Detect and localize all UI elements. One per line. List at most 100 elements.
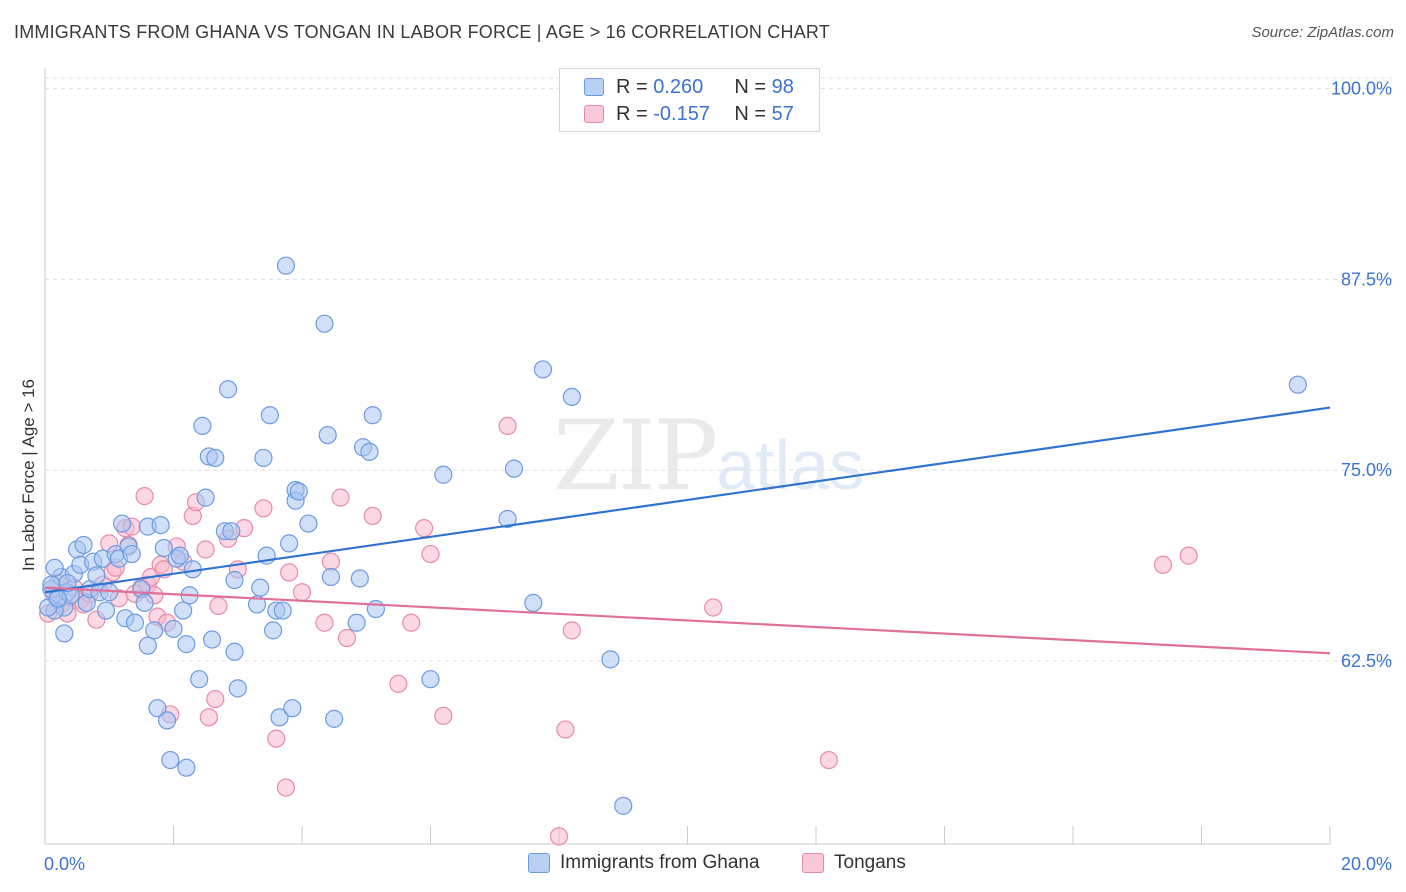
tongan-point [254, 499, 273, 518]
y-tick-label: 75.0% [1341, 460, 1392, 480]
tongan-point [556, 720, 575, 739]
ghana-point [524, 593, 543, 613]
ghana-point [350, 569, 369, 588]
legend-row-tongan: R = -0.157 N = 57 [584, 103, 794, 125]
ghana-point [174, 601, 193, 620]
ghana-point [177, 635, 196, 654]
ghana-point [125, 613, 145, 632]
y-tick-label: 100.0% [1331, 79, 1392, 99]
tongan-point [321, 552, 341, 571]
ghana-point [87, 566, 106, 585]
ghana-point [154, 538, 173, 558]
legend-row-ghana: R = 0.260 N = 98 [584, 76, 794, 98]
y-tick-label: 62.5% [1341, 651, 1392, 671]
bottom-legend-label-tongan: Tongans [834, 852, 906, 873]
ghana-point [363, 406, 382, 425]
ghana-point [96, 601, 116, 620]
ghana-point [283, 699, 302, 718]
tongan-point [337, 628, 357, 648]
watermark-zip: ZIP [553, 400, 718, 512]
ghana-point [157, 711, 177, 730]
x-tick-label: 0.0% [44, 854, 85, 874]
source-note: Source: ZipAtlas.com [1251, 24, 1394, 41]
ghana-point [434, 465, 453, 484]
ghana-point [601, 650, 620, 669]
ghana-point [270, 708, 289, 727]
legend-r-label: R = [616, 102, 648, 125]
ghana-point [161, 750, 180, 770]
ghana-point [225, 570, 244, 590]
tongan-point [402, 613, 421, 632]
ghana-point [74, 535, 93, 555]
legend-n-label: N = [734, 75, 767, 98]
ghana-point [193, 416, 212, 436]
ghana-point [321, 567, 341, 587]
ghana-point [45, 558, 64, 577]
y-tick-label: 87.5% [1341, 269, 1392, 289]
ghana-point [219, 380, 238, 399]
bottom-legend-tongan: Tongans [802, 852, 906, 874]
ghana-point [614, 796, 633, 815]
tongan-point [267, 729, 286, 748]
tongan-point [209, 596, 228, 616]
y-axis-title: In Labor Force | Age > 16 [19, 379, 38, 571]
ghana-point [276, 256, 296, 275]
legend-r-value: -0.157 [653, 102, 710, 125]
ghana-point [280, 534, 299, 553]
ghana-point [202, 630, 222, 649]
ghana-point [112, 514, 132, 533]
ghana-point [48, 589, 67, 608]
tongan-point [389, 674, 408, 693]
tongan-point [704, 598, 723, 617]
ghana-point [1288, 375, 1307, 394]
ghana-point [196, 488, 215, 507]
tongan-point [1179, 546, 1198, 565]
ghana-point [151, 515, 170, 535]
ghana-point [254, 448, 273, 468]
ghana-point [148, 699, 167, 718]
ghana-trend-line [44, 406, 1331, 594]
tongan-point [363, 506, 382, 526]
bottom-legend-ghana: Immigrants from Ghana [528, 852, 760, 874]
ghana-point [273, 601, 292, 620]
tongan-point [819, 750, 838, 770]
tongan-point [331, 488, 350, 507]
ghana-point [170, 546, 190, 565]
ghana-point [222, 522, 241, 541]
ghana-point [55, 624, 74, 643]
stats-legend: R = 0.260 N = 98 R = -0.157 N = 57 [559, 68, 820, 132]
watermark: ZIPatlas [553, 400, 864, 512]
tongan-point [276, 778, 296, 797]
tongan-point [315, 613, 334, 632]
ghana-point [366, 599, 385, 619]
ghana-point [138, 636, 157, 655]
ghana-point [360, 442, 379, 461]
ghana-point [122, 544, 141, 564]
tongan-point [196, 540, 215, 559]
ghana-point [260, 406, 279, 425]
legend-n-value: 57 [771, 102, 794, 125]
ghana-point [177, 758, 196, 777]
legend-r-label: R = [616, 75, 648, 98]
legend-n-label: N = [734, 102, 767, 125]
x-tick-label: 20.0% [1341, 854, 1392, 874]
bottom-legend-swatch-tongan [802, 853, 824, 873]
tongan-point [562, 621, 581, 640]
tongan-point [280, 563, 299, 582]
ghana-point [315, 314, 334, 333]
bottom-legend-label-ghana: Immigrants from Ghana [560, 852, 760, 873]
tongan-point [498, 416, 517, 436]
ghana-point [164, 619, 183, 638]
tongan-point [414, 519, 434, 538]
ghana-point [347, 613, 366, 632]
ghana-point [504, 459, 524, 478]
tongan-point [206, 689, 225, 709]
tongan-point [1153, 555, 1173, 574]
tongan-point [199, 708, 218, 727]
ghana-point [190, 670, 209, 689]
chart-title: IMMIGRANTS FROM GHANA VS TONGAN IN LABOR… [14, 22, 830, 42]
legend-r-value: 0.260 [653, 75, 704, 98]
tongan-point [549, 827, 569, 846]
bottom-legend-swatch-ghana [528, 853, 550, 873]
ghana-point [135, 593, 154, 613]
